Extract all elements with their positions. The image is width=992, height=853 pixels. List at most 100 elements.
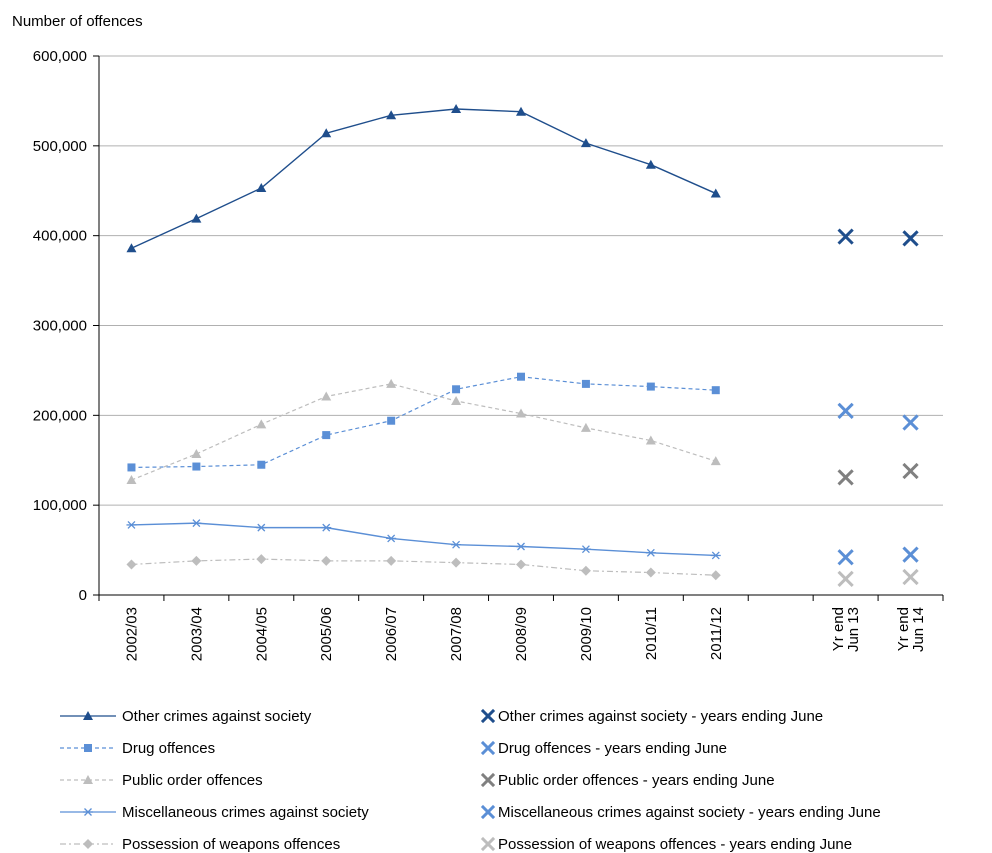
legend-label: Miscellaneous crimes against society <box>122 804 369 821</box>
data-point <box>711 386 720 395</box>
data-point <box>451 540 462 549</box>
y-tick-label: 300,000 <box>33 318 87 335</box>
data-point <box>837 402 854 419</box>
data-point <box>387 416 396 425</box>
legend-marker <box>480 772 496 788</box>
legend-item: Public order offences <box>60 772 263 789</box>
data-point <box>256 419 267 429</box>
axes: 0 100,000 200,000 300,000 400,000 500,000 600,… <box>33 48 944 661</box>
legend-label: Possession of weapons offences <box>122 836 340 853</box>
series-7 <box>837 462 919 486</box>
data-point <box>902 546 919 563</box>
series-5 <box>837 228 919 247</box>
legend-label: Possession of weapons offences - years e… <box>498 836 852 853</box>
data-point <box>710 188 721 198</box>
data-point <box>517 372 525 381</box>
series-3 <box>126 519 721 560</box>
x-tick-label: 2002/03 <box>123 607 140 661</box>
legend-item: Possession of weapons offences - years e… <box>480 836 852 853</box>
data-point <box>256 554 267 565</box>
data-point <box>645 159 656 169</box>
series-8 <box>837 546 919 566</box>
legend-label: Other crimes against society <box>122 708 312 725</box>
legend-marker <box>84 744 92 752</box>
y-axis-title: Number of offences <box>12 13 143 30</box>
data-point <box>710 551 721 560</box>
data-point <box>256 183 267 193</box>
x-tick-label: Yr end <box>830 607 847 651</box>
x-tick-label: Jun 14 <box>910 607 927 652</box>
legend-label: Drug offences - years ending June <box>498 740 727 757</box>
data-point <box>321 523 332 532</box>
series-2 <box>126 378 721 485</box>
data-point <box>191 448 202 458</box>
legend-label: Miscellaneous crimes against society - y… <box>498 804 881 821</box>
series-line <box>131 108 717 249</box>
gridlines <box>99 55 943 506</box>
x-tick-label: 2003/04 <box>188 607 205 661</box>
data-point <box>581 379 590 388</box>
data-point <box>710 456 721 466</box>
data-point <box>191 213 202 223</box>
data-point <box>646 382 655 391</box>
series-line <box>131 558 716 576</box>
x-tick-label: Yr end <box>895 607 912 651</box>
data-point <box>902 568 919 586</box>
legend-item: Drug offences <box>60 740 215 757</box>
series-9 <box>837 568 919 587</box>
data-point <box>192 462 201 471</box>
data-point <box>451 104 462 114</box>
data-point <box>386 110 397 120</box>
data-point <box>126 559 137 570</box>
legend-marker <box>480 740 496 756</box>
legend-item: Public order offences - years ending Jun… <box>480 772 775 789</box>
data-point <box>580 422 591 432</box>
legend-item: Other crimes against society <box>60 708 312 725</box>
data-point <box>837 228 854 245</box>
data-point <box>451 395 462 405</box>
legend-marker <box>480 836 496 852</box>
data-point <box>386 378 397 388</box>
data-point <box>902 230 919 247</box>
data-point <box>126 243 137 253</box>
legend-item: Drug offences - years ending June <box>480 740 727 757</box>
legend-marker <box>83 711 93 720</box>
data-point <box>321 128 332 138</box>
data-point <box>902 462 919 480</box>
data-point <box>452 385 461 394</box>
data-point <box>837 549 854 566</box>
x-tick-label: 2006/07 <box>383 607 400 661</box>
data-point <box>386 555 397 566</box>
data-point <box>321 555 332 566</box>
x-tick-label: Jun 13 <box>845 607 862 652</box>
data-point <box>580 138 591 148</box>
data-point <box>645 567 656 578</box>
data-point <box>902 414 919 431</box>
x-tick-label: 2009/10 <box>578 607 595 661</box>
data-point <box>257 460 266 469</box>
series-1 <box>127 372 720 472</box>
x-tick-label: 2005/06 <box>318 607 335 661</box>
legend-item: Miscellaneous crimes against society - y… <box>480 804 881 821</box>
data-point <box>516 542 526 551</box>
data-point <box>127 463 136 472</box>
data-point <box>645 435 656 445</box>
data-point <box>191 519 202 528</box>
x-tick-label: 2010/11 <box>643 607 660 660</box>
data-point <box>580 545 591 554</box>
data-point <box>580 565 591 576</box>
legend-marker <box>83 808 93 816</box>
data-point <box>516 559 526 570</box>
x-tick-label: 2008/09 <box>513 607 530 661</box>
data-point <box>837 469 854 486</box>
y-tick-label: 200,000 <box>33 407 87 424</box>
series-layer <box>126 104 919 587</box>
x-tick-label: 2007/08 <box>448 607 465 661</box>
y-tick-label: 600,000 <box>33 48 87 65</box>
data-point <box>451 557 462 568</box>
legend-label: Public order offences - years ending Jun… <box>498 772 775 789</box>
legend-item: Miscellaneous crimes against society <box>60 804 369 821</box>
legend-label: Other crimes against society - years end… <box>498 708 823 725</box>
legend-marker <box>480 804 496 820</box>
